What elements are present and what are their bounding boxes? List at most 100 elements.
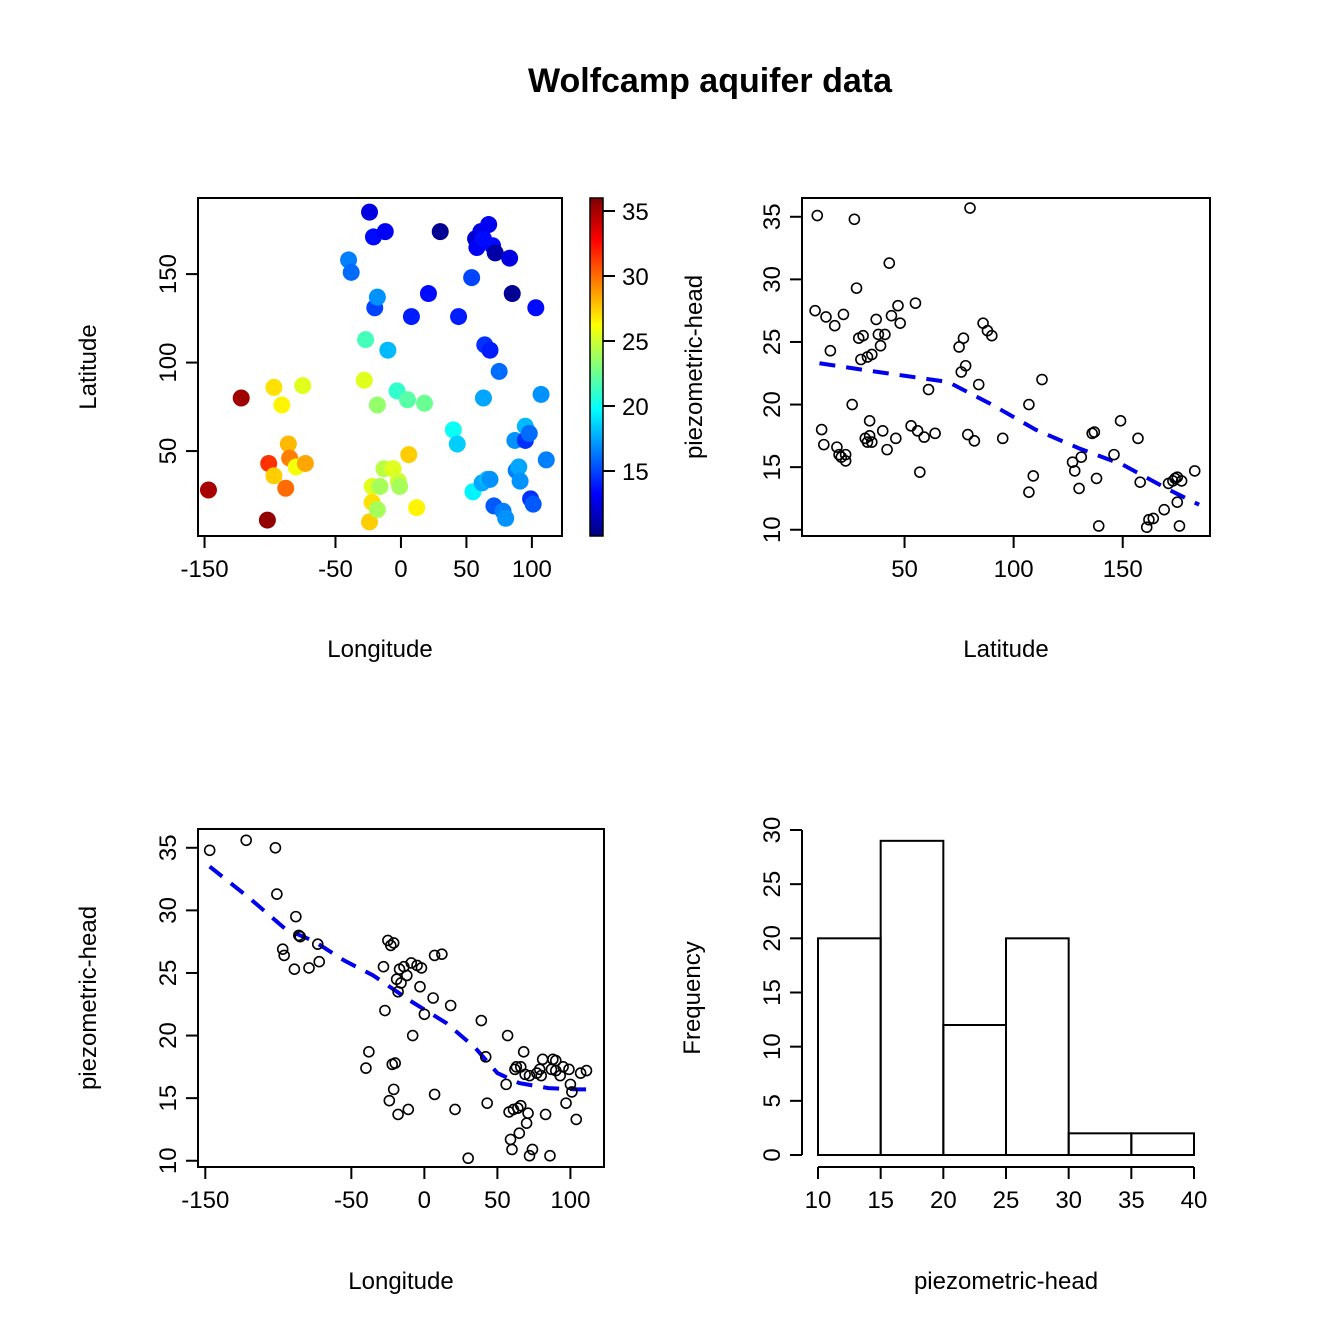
lon-point	[290, 910, 302, 923]
lat-point	[881, 443, 893, 456]
lat-point	[848, 213, 861, 226]
map-point	[486, 244, 504, 262]
figure-title: Wolfcamp aquifer data	[528, 62, 893, 100]
lat-y-axis: 10 15 20 25 30 35	[759, 203, 803, 543]
lon-trend-line	[208, 864, 588, 1092]
map-point	[265, 378, 283, 396]
lat-x-tick-label: 150	[1103, 556, 1143, 583]
lon-point	[278, 949, 290, 962]
lat-point	[964, 202, 976, 214]
lon-point	[415, 962, 428, 974]
map-point	[501, 249, 519, 267]
lat-point	[1132, 432, 1144, 445]
lon-point	[514, 1099, 527, 1112]
lon-point	[389, 1057, 401, 1069]
panel-histogram: 10 15 20 25 30 35 40 0 5 10 15 20 25 30 piezometric-…	[679, 817, 1207, 1295]
lon-point	[288, 963, 301, 976]
lon-point	[513, 1127, 526, 1139]
map-point	[379, 341, 397, 359]
map-point	[199, 481, 217, 499]
lon-points	[203, 834, 593, 1165]
lon-x-axis: -150 -50 0 50 100	[181, 1166, 590, 1214]
lon-point	[481, 1097, 493, 1109]
lat-point	[1092, 520, 1105, 532]
lon-point	[406, 1029, 419, 1042]
map-point	[450, 308, 468, 326]
map-point	[376, 223, 394, 241]
lat-point	[892, 299, 904, 312]
map-point	[398, 391, 416, 409]
hist-x-tick-label: 25	[993, 1187, 1020, 1214]
map-point	[524, 495, 542, 513]
map-point	[511, 472, 529, 490]
map-point	[503, 285, 521, 303]
map-point	[510, 458, 528, 476]
lon-point	[564, 1078, 577, 1091]
colorbar-tick-label: 25	[622, 329, 649, 356]
hist-y-tick-label: 20	[759, 925, 786, 952]
lat-point	[1068, 465, 1081, 477]
lat-point	[857, 329, 869, 342]
lon-y-tick-label: 30	[155, 897, 182, 924]
map-points	[199, 203, 555, 531]
lat-point	[911, 425, 924, 437]
map-point	[277, 479, 295, 497]
lat-y-tick-label: 25	[759, 329, 786, 356]
lon-point	[522, 1107, 534, 1119]
map-y-axis: 50 100 150	[155, 254, 199, 464]
lat-point	[1027, 470, 1040, 482]
lat-point	[922, 383, 935, 396]
lat-y-tick-label: 35	[759, 203, 786, 230]
lat-point	[839, 448, 852, 461]
map-x-tick-label: 0	[394, 556, 407, 583]
lat-point	[1188, 465, 1201, 477]
hist-y-tick-label: 5	[759, 1094, 786, 1107]
lat-point	[1173, 520, 1186, 532]
lat-point	[914, 466, 926, 478]
map-x-tick-label: -150	[181, 556, 229, 583]
panel-map: -150 -50 0 50 100 50 100 150 Longitude Latitud…	[75, 197, 708, 663]
lat-x-tick-label: 100	[994, 556, 1034, 583]
map-point	[342, 263, 360, 281]
lon-x-label: Longitude	[348, 1268, 453, 1295]
lon-point	[557, 1061, 569, 1073]
hist-x-label: piezometric-head	[914, 1268, 1098, 1295]
lat-point	[918, 431, 930, 443]
lon-point	[563, 1063, 575, 1076]
lon-point	[444, 999, 457, 1012]
lon-x-tick-label: 100	[550, 1187, 590, 1214]
lon-point	[526, 1143, 539, 1156]
lon-point	[479, 1051, 492, 1063]
lat-point	[1073, 482, 1085, 495]
lat-point	[1134, 476, 1146, 488]
lon-point	[402, 1103, 415, 1116]
lon-point	[203, 844, 216, 857]
panel-latitude-vs-head: 50 100 150 10 15 20 25 30 35 Latitude	[759, 197, 1211, 663]
lon-y-tick-label: 35	[155, 834, 182, 861]
map-point	[368, 396, 386, 414]
map-point	[497, 509, 515, 527]
lat-point	[883, 257, 896, 269]
lat-point	[850, 282, 863, 294]
lon-point	[418, 1008, 431, 1021]
lon-point	[560, 1097, 572, 1109]
lon-x-tick-label: -150	[181, 1187, 229, 1214]
lon-point	[570, 1113, 583, 1126]
hist-x-tick-label: 10	[805, 1187, 832, 1214]
colorbar-label: piezometric-head	[681, 275, 708, 459]
lon-point	[405, 957, 418, 969]
hist-x-axis: 10 15 20 25 30 35 40	[805, 1166, 1207, 1214]
map-point	[355, 371, 373, 389]
lon-point	[500, 1078, 512, 1091]
colorbar-tick-label: 35	[622, 199, 649, 226]
map-x-tick-label: 50	[453, 556, 480, 583]
hist-y-tick-label: 10	[759, 1033, 786, 1060]
lat-point	[1090, 472, 1103, 485]
lon-point	[506, 1143, 518, 1156]
map-point	[368, 288, 386, 306]
map-point	[490, 362, 508, 380]
lat-point	[809, 304, 821, 317]
hist-y-tick-label: 0	[759, 1148, 786, 1161]
lon-point	[401, 969, 413, 982]
